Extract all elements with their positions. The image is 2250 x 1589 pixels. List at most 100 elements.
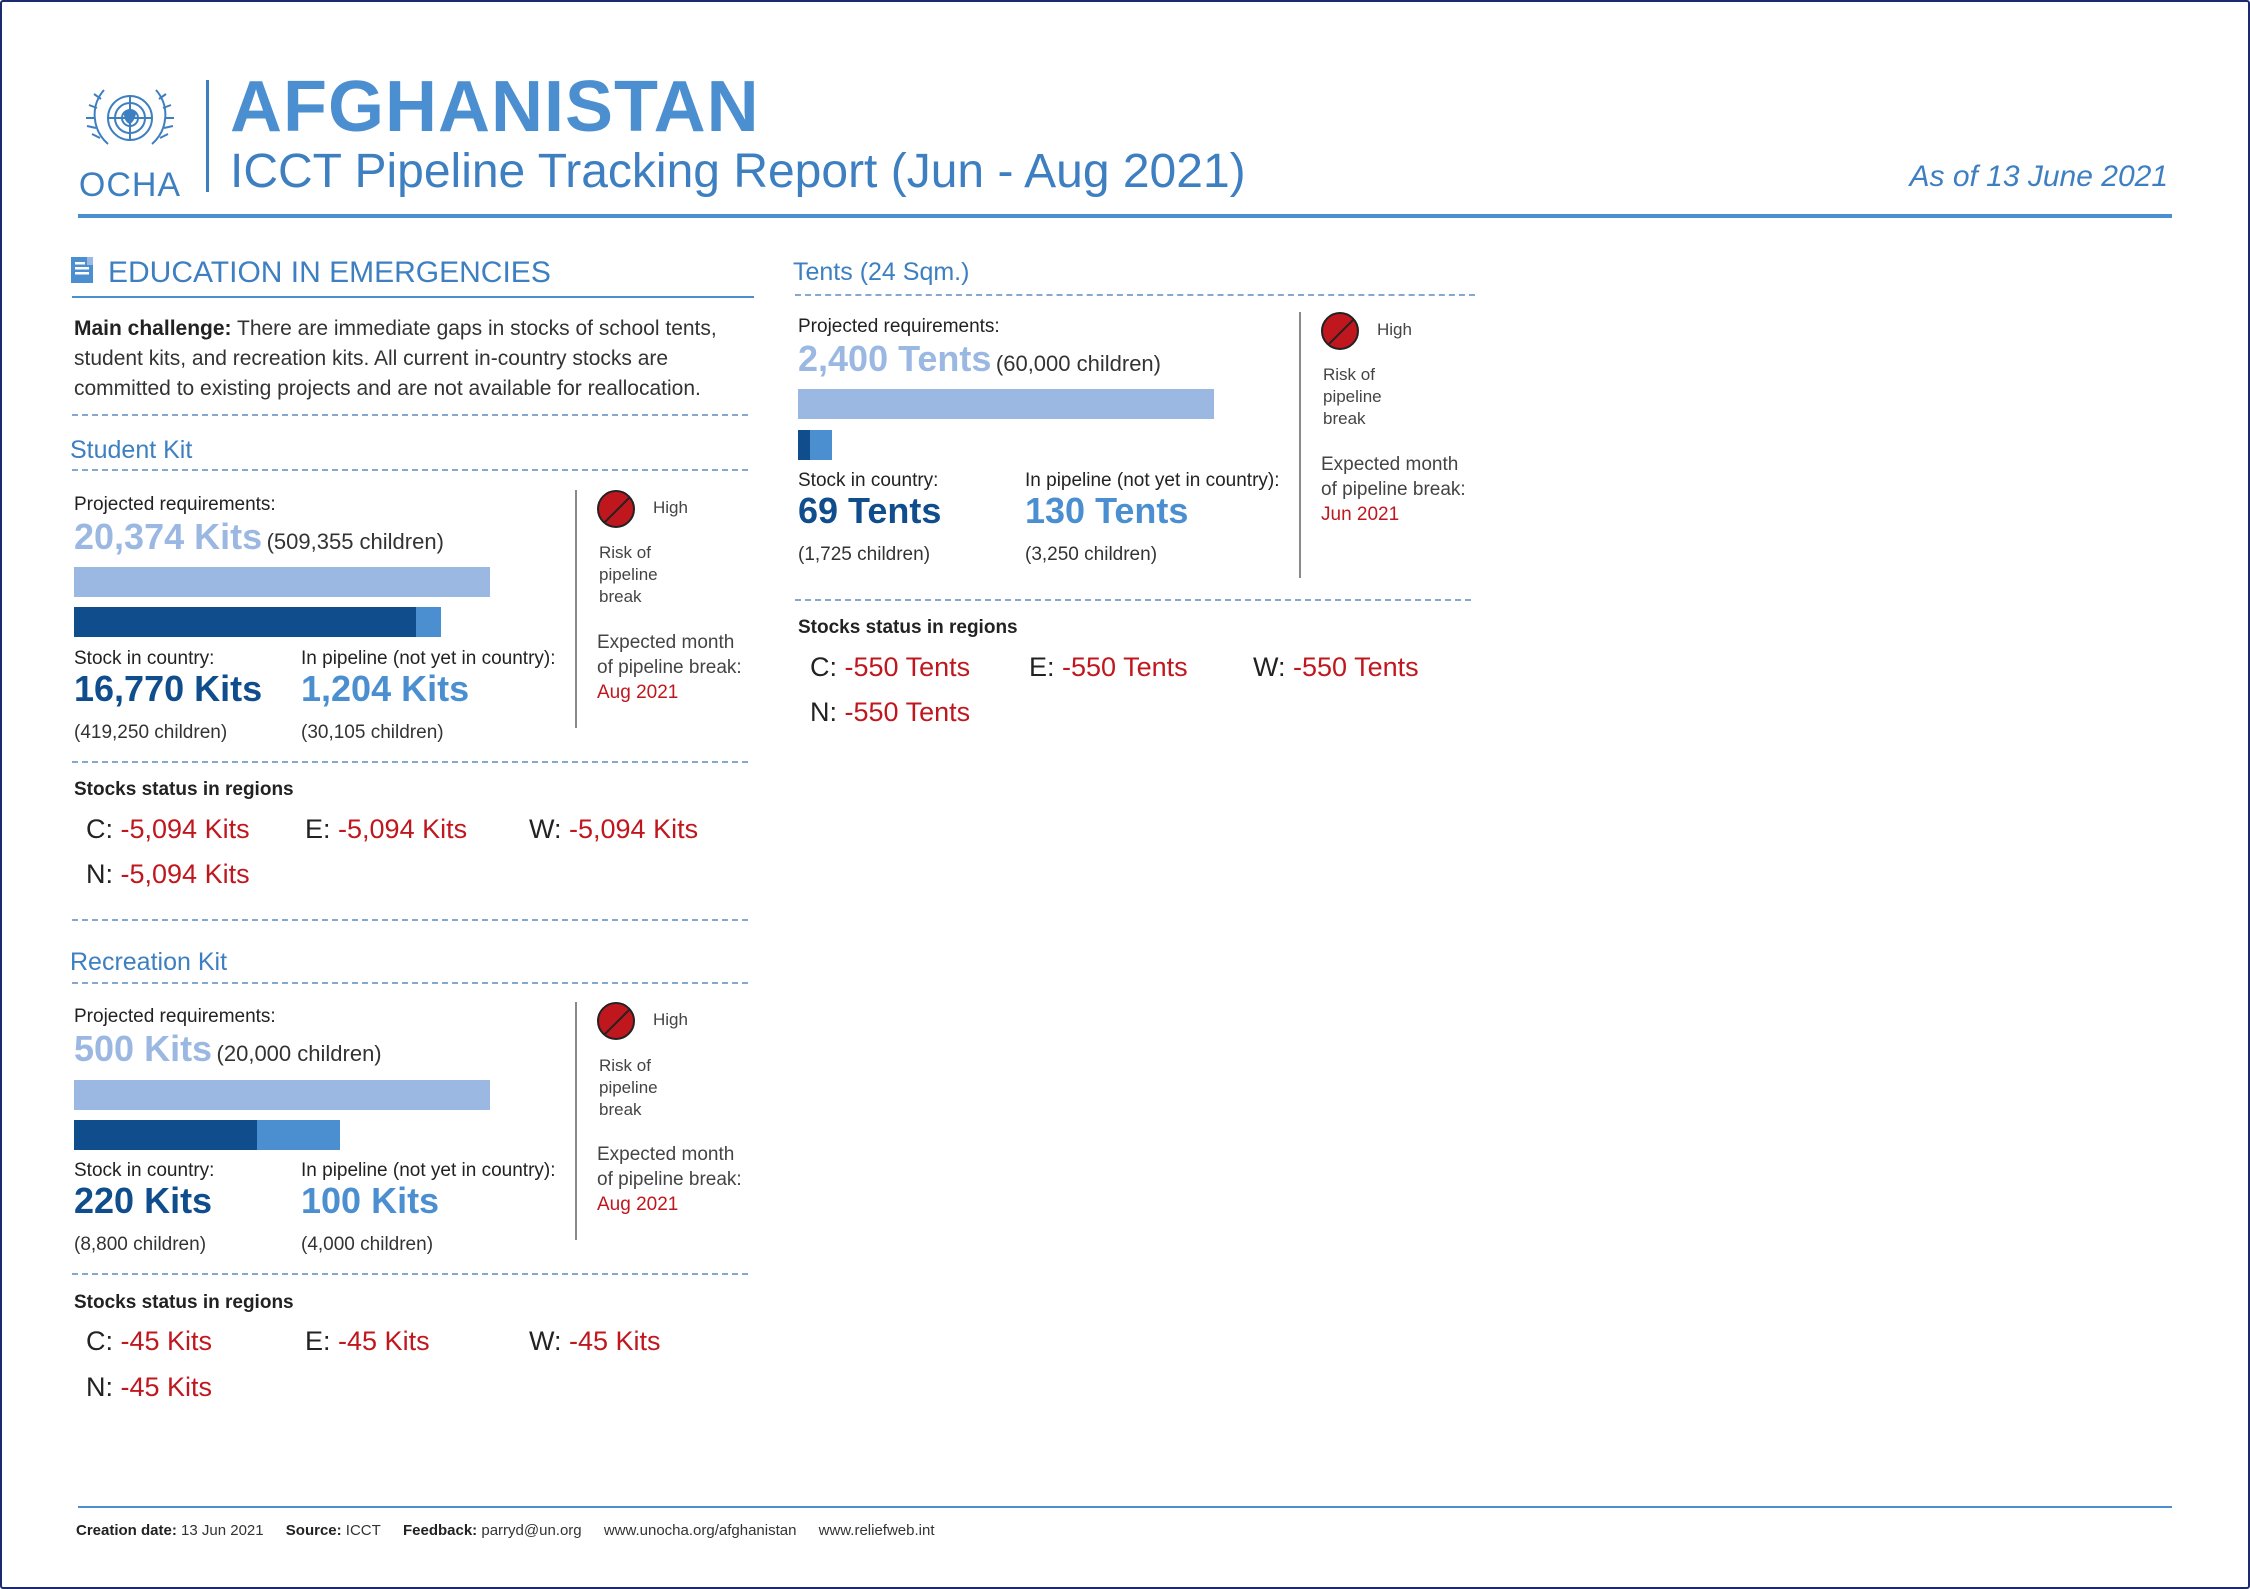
unocha-link[interactable]: www.unocha.org/afghanistan bbox=[603, 1522, 797, 1539]
report-subtitle: ICCT Pipeline Tracking Report (Jun - Aug… bbox=[230, 145, 1246, 198]
projected-label: Projected requirements: bbox=[74, 494, 276, 515]
requirement-bar bbox=[798, 389, 1214, 419]
stock-label: Stock in country: bbox=[74, 1160, 215, 1181]
projected-children: (20,000 children) bbox=[216, 1041, 382, 1066]
region-w: W: -5,094 Kits bbox=[529, 814, 699, 844]
pipeline-value: 130 Tents bbox=[1025, 490, 1189, 531]
expected-break-label: Expected month of pipeline break: bbox=[597, 632, 742, 678]
coverage-bar bbox=[74, 607, 490, 637]
expected-break-month: Aug 2021 bbox=[597, 682, 679, 703]
divider bbox=[72, 414, 748, 416]
pipeline-value: 1,204 Kits bbox=[301, 668, 470, 709]
projected-requirements: 20,374 Kits (509,355 children) bbox=[74, 516, 444, 558]
risk-indicator-icon bbox=[597, 1002, 635, 1040]
divider bbox=[795, 294, 1475, 296]
header-divider bbox=[206, 80, 209, 192]
coverage-bar bbox=[74, 1120, 490, 1150]
stock-bar-fill bbox=[74, 607, 416, 637]
header-rule bbox=[78, 214, 2172, 218]
expected-break-month: Jun 2021 bbox=[1321, 504, 1400, 525]
item-title-tents: Tents (24 Sqm.) bbox=[793, 258, 970, 286]
regions-title: Stocks status in regions bbox=[74, 779, 294, 800]
item-title-recreation-kit: Recreation Kit bbox=[70, 948, 228, 976]
region-w: W: -45 Kits bbox=[529, 1326, 661, 1356]
projected-value: 500 Kits bbox=[74, 1028, 213, 1069]
risk-label: Risk of pipeline break bbox=[1323, 365, 1382, 428]
region-c: C: -5,094 Kits bbox=[86, 814, 250, 844]
requirement-bar bbox=[74, 1080, 490, 1110]
region-n: N: -550 Tents bbox=[810, 697, 971, 727]
reliefweb-link[interactable]: www.reliefweb.int bbox=[818, 1522, 935, 1539]
pipeline-children: (4,000 children) bbox=[301, 1234, 434, 1255]
footer: Creation date: 13 Jun 2021 Source: ICCT … bbox=[76, 1522, 953, 1539]
pipeline-value: 100 Kits bbox=[301, 1180, 440, 1221]
projected-value: 2,400 Tents bbox=[798, 338, 992, 379]
risk-level: High bbox=[653, 1010, 688, 1029]
stock-label: Stock in country: bbox=[798, 470, 939, 491]
stock-bar-fill bbox=[74, 1120, 257, 1150]
stock-children: (419,250 children) bbox=[74, 722, 228, 743]
risk-label: Risk of pipeline break bbox=[599, 543, 658, 606]
main-challenge-label: Main challenge: bbox=[74, 317, 232, 340]
divider bbox=[72, 469, 748, 471]
pipeline-bar-fill bbox=[257, 1120, 340, 1150]
region-e: E: -45 Kits bbox=[305, 1326, 430, 1356]
region-c: C: -45 Kits bbox=[86, 1326, 213, 1356]
regions-title: Stocks status in regions bbox=[798, 617, 1018, 638]
divider bbox=[795, 599, 1471, 601]
region-e: E: -550 Tents bbox=[1029, 652, 1188, 682]
expected-break-month: Aug 2021 bbox=[597, 1194, 679, 1215]
stock-children: (1,725 children) bbox=[798, 544, 931, 565]
vertical-separator bbox=[575, 490, 577, 728]
region-n: N: -5,094 Kits bbox=[86, 859, 250, 889]
section-rule bbox=[72, 296, 754, 298]
main-challenge-text: There are immediate gaps in stocks of sc… bbox=[74, 317, 717, 400]
stock-value: 69 Tents bbox=[798, 490, 942, 531]
as-of-date: As of 13 June 2021 bbox=[1909, 160, 2168, 193]
stock-children: (8,800 children) bbox=[74, 1234, 207, 1255]
pipeline-children: (3,250 children) bbox=[1025, 544, 1158, 565]
projected-label: Projected requirements: bbox=[798, 316, 1000, 337]
stock-value: 220 Kits bbox=[74, 1180, 213, 1221]
vertical-separator bbox=[575, 1002, 577, 1240]
projected-requirements: 2,400 Tents (60,000 children) bbox=[798, 338, 1161, 380]
un-emblem-logo: OCHA bbox=[78, 78, 182, 204]
coverage-bar bbox=[798, 430, 1214, 460]
main-challenge: Main challenge: There are immediate gaps… bbox=[74, 314, 754, 404]
risk-level: High bbox=[1377, 320, 1412, 339]
pipeline-label: In pipeline (not yet in country): bbox=[301, 1160, 556, 1181]
footer-rule bbox=[78, 1506, 2172, 1508]
region-n: N: -45 Kits bbox=[86, 1372, 213, 1402]
document-icon bbox=[70, 256, 94, 284]
ocha-logo-text: OCHA bbox=[78, 166, 182, 204]
region-c: C: -550 Tents bbox=[810, 652, 971, 682]
risk-indicator-icon bbox=[597, 490, 635, 528]
risk-level: High bbox=[653, 498, 688, 517]
region-e: E: -5,094 Kits bbox=[305, 814, 468, 844]
pipeline-children: (30,105 children) bbox=[301, 722, 444, 743]
creation-date: Creation date: 13 Jun 2021 bbox=[76, 1522, 264, 1539]
un-emblem-icon bbox=[86, 89, 174, 145]
projected-value: 20,374 Kits bbox=[74, 516, 263, 557]
requirement-bar bbox=[74, 567, 490, 597]
risk-label: Risk of pipeline break bbox=[599, 1056, 658, 1119]
projected-children: (509,355 children) bbox=[266, 529, 444, 554]
risk-indicator-icon bbox=[1321, 312, 1359, 350]
projected-requirements: 500 Kits (20,000 children) bbox=[74, 1028, 382, 1070]
divider bbox=[72, 919, 748, 921]
region-w: W: -550 Tents bbox=[1253, 652, 1419, 682]
pipeline-bar-fill bbox=[416, 607, 441, 637]
pipeline-label: In pipeline (not yet in country): bbox=[1025, 470, 1280, 491]
expected-break-label: Expected month of pipeline break: bbox=[1321, 454, 1466, 500]
feedback-email[interactable]: Feedback: parryd@un.org bbox=[402, 1522, 582, 1539]
regions-title: Stocks status in regions bbox=[74, 1292, 294, 1313]
item-title-student-kit: Student Kit bbox=[70, 436, 193, 464]
vertical-separator bbox=[1299, 312, 1301, 578]
pipeline-label: In pipeline (not yet in country): bbox=[301, 648, 556, 669]
expected-break-label: Expected month of pipeline break: bbox=[597, 1144, 742, 1190]
stock-bar-fill bbox=[798, 430, 810, 460]
stock-label: Stock in country: bbox=[74, 648, 215, 669]
page-title: AFGHANISTAN bbox=[230, 67, 760, 147]
divider bbox=[72, 1273, 748, 1275]
